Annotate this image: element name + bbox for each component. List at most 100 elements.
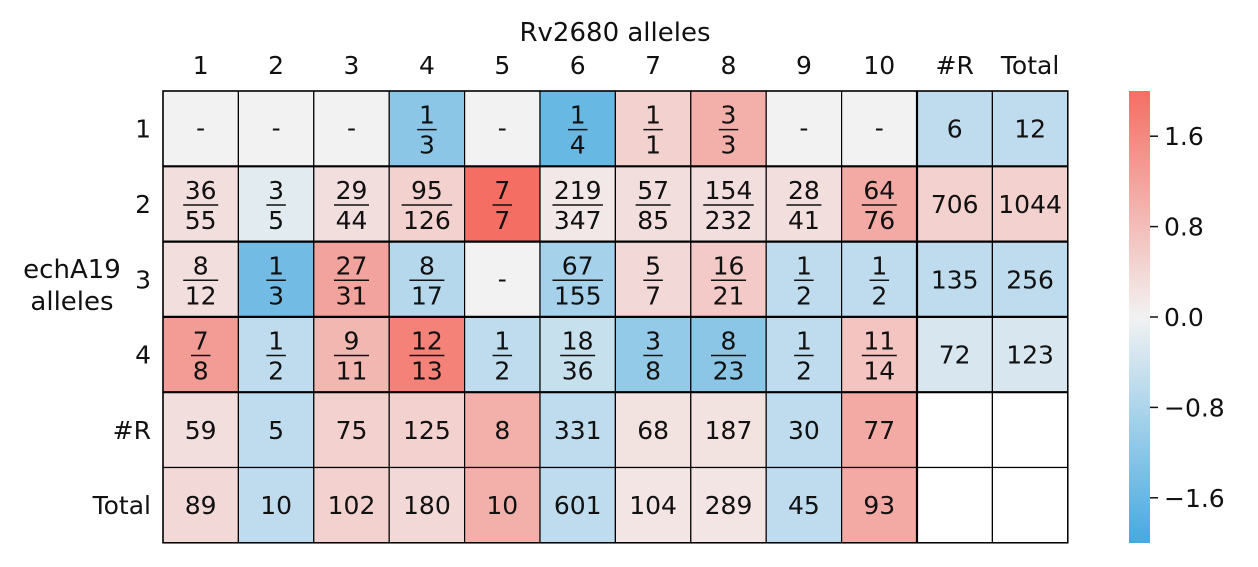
cell-denominator: 23 [713,357,745,386]
cell-count-label: 6 [947,115,963,144]
cell-denominator: 12 [185,281,217,310]
heatmap-cell [539,316,617,393]
cell-denominator: 85 [637,206,669,235]
heatmap-cell [840,466,918,544]
column-label: 1 [193,51,209,80]
heatmap-cell [765,466,843,544]
cell-numerator: 3 [645,327,661,356]
cell-numerator: 64 [863,176,895,205]
heatmap-cell [313,466,390,544]
cell-numerator: 1 [494,327,510,356]
column-label: 8 [721,51,737,80]
heatmap-cell [765,90,843,167]
cell-denominator: 8 [645,357,661,386]
y-axis-title-line1: echA19 [23,255,121,285]
cell-denominator: 2 [268,357,284,386]
heatmap-cell [539,391,617,469]
row-label: 3 [135,265,151,294]
column-label: 3 [344,51,360,80]
heatmap-cell [614,90,692,167]
cell-count-label: 12 [1014,115,1046,144]
cell-numerator: 36 [185,176,217,205]
heatmap-cell [916,90,994,167]
cell-numerator: 3 [721,101,737,130]
cell-count-label: 135 [931,265,979,294]
heatmap-block-borders [162,90,1069,544]
cell-denominator: 2 [871,281,887,310]
cell-numerator: 1 [796,251,812,280]
cell-dash-label: - [196,114,205,143]
cell-denominator: 3 [419,131,435,160]
cell-dash-label: - [347,114,356,143]
cell-count-label: 125 [403,416,451,445]
heatmap-cell [313,391,390,469]
cell-count-label: 8 [494,416,510,445]
cell-numerator: 5 [645,251,661,280]
heatmap-cell [614,391,692,469]
cell-count-label: 180 [403,491,451,520]
heatmap-cell [237,165,315,243]
column-label: 2 [268,51,284,80]
heatmap-cell [237,466,315,544]
heatmap-cell [237,90,315,167]
cell-dash-label: - [498,114,507,143]
heatmap-cell [313,241,390,318]
heatmap-cell [162,466,240,544]
heatmap-cell [313,316,390,393]
cell-numerator: 29 [336,176,368,205]
cell-numerator: 57 [637,176,669,205]
cell-count-label: 256 [1006,265,1054,294]
cell-count-label: 10 [486,491,518,520]
heatmap-cell [690,391,767,469]
cell-count-label: 68 [637,416,669,445]
cell-denominator: 14 [863,357,895,386]
heatmap-cell [916,466,994,544]
heatmap-cell [690,316,767,393]
column-label: 10 [863,51,895,80]
heatmap-cell [237,241,315,318]
cell-denominator: 3 [268,281,284,310]
cell-numerator: 8 [721,327,737,356]
column-label: 6 [570,51,586,80]
cell-numerator: 8 [419,251,435,280]
heatmap-cell [539,466,617,544]
cell-denominator: 5 [268,206,284,235]
cell-count-label: 10 [260,491,292,520]
heatmap-cell [162,165,240,243]
cell-denominator: 11 [336,357,368,386]
cell-count-label: 72 [939,341,971,370]
cell-denominator: 36 [562,357,594,386]
cell-denominator: 7 [494,206,510,235]
cell-denominator: 17 [411,281,443,310]
colorbar-tick-label: −0.8 [1164,393,1225,422]
cell-numerator: 95 [411,176,443,205]
colorbar-tick-label: 0.8 [1164,213,1204,242]
heatmap-cell [991,466,1069,544]
cell-numerator: 67 [562,251,594,280]
colorbar-tick-label: 0.0 [1164,303,1204,332]
row-label: Total [92,491,151,520]
cell-denominator: 347 [554,206,602,235]
cell-dash-label: - [272,114,281,143]
row-label: 1 [135,115,151,144]
heatmap-cell [840,316,918,393]
cell-denominator: 2 [494,357,510,386]
cell-denominator: 126 [403,206,451,235]
cell-numerator: 1 [570,101,586,130]
cell-count-label: 59 [185,416,217,445]
cell-denominator: 3 [721,131,737,160]
heatmap-cell [916,316,994,393]
cell-denominator: 4 [570,131,586,160]
heatmap-cell [237,391,315,469]
cell-numerator: 27 [336,251,368,280]
heatmap-cell [765,165,843,243]
row-label: 4 [135,341,151,370]
cell-numerator: 28 [788,176,820,205]
cell-count-label: 187 [705,416,753,445]
heatmap-frame [162,90,1069,544]
column-label: 4 [419,51,435,80]
column-label: 9 [796,51,812,80]
heatmap-cell [765,391,843,469]
cell-numerator: 7 [494,176,510,205]
cell-denominator: 2 [796,281,812,310]
